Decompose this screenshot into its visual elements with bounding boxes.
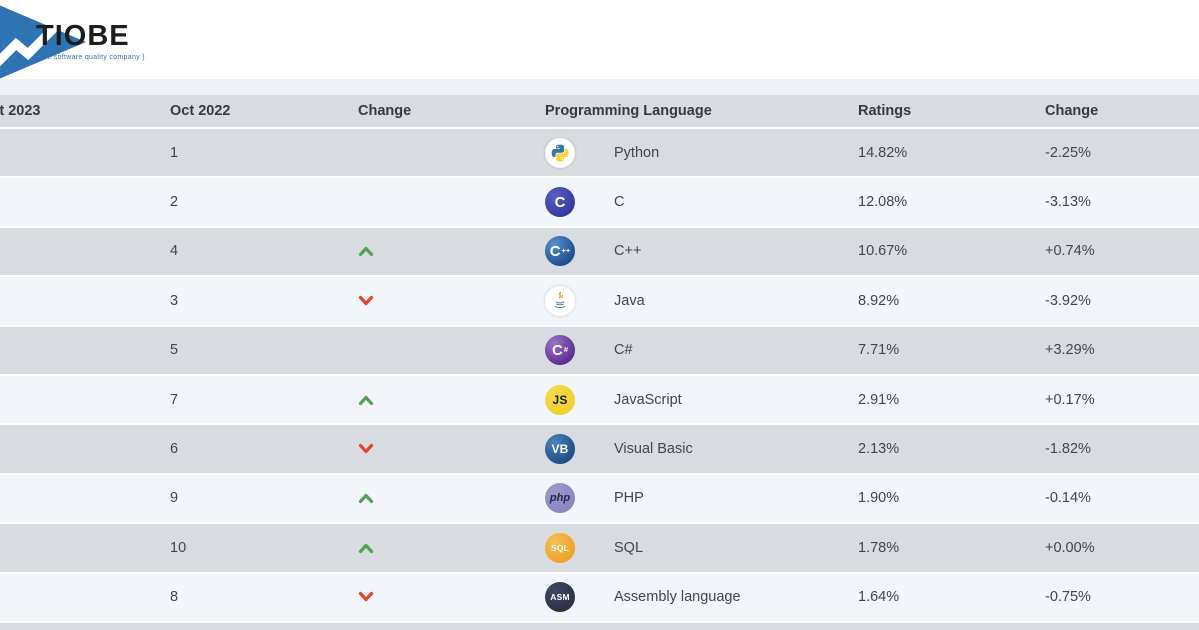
language-name: C [614, 194, 625, 211]
language-icon-cell: php [545, 483, 614, 514]
rating-value: 1.64% [858, 589, 900, 606]
oct2022-rank: 2 [170, 194, 179, 211]
change-value: -2.25% [1045, 144, 1091, 161]
asm-icon: ASM [545, 582, 575, 613]
python-icon [545, 137, 575, 168]
rating-value: 12.08% [858, 194, 908, 211]
change-value: +0.74% [1045, 243, 1095, 260]
trend-up-icon [358, 542, 545, 554]
table-row: 3 Java 8.92% -3.92% [0, 277, 1199, 327]
rating-value: 2.13% [858, 441, 900, 458]
oct2022-rank: 1 [170, 144, 179, 161]
table-row: 2 C C 12.08% -3.13% [0, 178, 1199, 228]
rating-value: 10.67% [858, 243, 908, 260]
language-icon-cell: JS [545, 384, 614, 415]
rating-value: 7.71% [858, 342, 900, 359]
language-name: JavaScript [614, 391, 682, 408]
rating-value: 1.78% [858, 539, 900, 556]
js-icon: JS [545, 384, 575, 415]
table-header-row: Oct 2023 Oct 2022 Change Programming Lan… [0, 95, 1199, 129]
table-row: 1 Python 14.82% -2.25% [0, 129, 1199, 179]
language-icon-cell: VB [545, 434, 614, 465]
rating-value: 2.91% [858, 391, 900, 408]
oct2022-rank: 6 [170, 441, 179, 458]
site-header: TIOBE { the software quality company } [0, 0, 1199, 79]
page-body: Oct 2023 Oct 2022 Change Programming Lan… [0, 79, 1199, 630]
change-value: -3.13% [1045, 194, 1091, 211]
rating-value: 14.82% [858, 144, 908, 161]
change-value: -0.14% [1045, 490, 1091, 507]
change-value: +0.00% [1045, 539, 1095, 556]
language-icon-cell [545, 137, 614, 168]
table-row: 8 ASM Assembly language 1.64% -0.75% [0, 573, 1199, 623]
column-header-change: Change [358, 103, 412, 119]
table-row: 6 VB Visual Basic 2.13% -1.82% [0, 425, 1199, 475]
oct2022-rank: 3 [170, 292, 179, 309]
language-name: Java [614, 292, 645, 309]
language-icon-cell: ASM [545, 582, 614, 613]
c-icon: C [545, 187, 575, 218]
java-icon [545, 285, 575, 316]
language-name: C# [614, 342, 633, 359]
language-icon-cell: C [545, 187, 614, 218]
oct2022-rank: 5 [170, 342, 179, 359]
oct2022-rank: 7 [170, 391, 179, 408]
table-row: 10 SQL SQL 1.78% +0.00% [0, 524, 1199, 574]
language-name: Assembly language [614, 589, 741, 606]
php-icon: php [545, 483, 575, 514]
language-name: PHP [614, 490, 644, 507]
language-icon-cell: C # [545, 335, 614, 366]
table-row-partial [0, 622, 1199, 630]
change-value: -0.75% [1045, 589, 1091, 606]
language-name: Visual Basic [614, 441, 693, 458]
rating-value: 1.90% [858, 490, 900, 507]
tiobe-diamond-icon [0, 5, 86, 79]
table-row: 9 php PHP 1.90% -0.14% [0, 474, 1199, 525]
language-name: SQL [614, 539, 644, 556]
table-row: 7 JS JavaScript 2.91% +0.17% [0, 375, 1199, 426]
oct2022-rank: 4 [170, 243, 179, 260]
table-row: 5 C # C# 7.71% +3.29% [0, 326, 1199, 376]
column-header-oct-2023: Oct 2023 [0, 103, 41, 119]
cpp-icon: C ++ [545, 236, 575, 267]
language-icon-cell: SQL [545, 532, 614, 563]
tiobe-logo[interactable]: TIOBE { the software quality company } [0, 0, 230, 79]
logo-title: TIOBE [36, 20, 130, 52]
sql-icon: SQL [545, 532, 575, 563]
column-header-change-pct: Change [1045, 103, 1099, 119]
oct2022-rank: 9 [170, 490, 179, 507]
change-value: -3.92% [1045, 292, 1091, 309]
trend-down-icon [358, 295, 545, 307]
oct2022-rank: 10 [170, 539, 187, 556]
column-header-oct-2022: Oct 2022 [170, 103, 231, 119]
trend-up-icon [358, 245, 545, 257]
rating-value: 8.92% [858, 292, 900, 309]
oct2022-rank: 8 [170, 589, 179, 606]
trend-up-icon [358, 394, 545, 406]
language-icon-cell: C ++ [545, 236, 614, 267]
table-row: 4 C ++ C++ 10.67% +0.74% [0, 227, 1199, 278]
trend-down-icon [358, 591, 545, 603]
csharp-icon: C # [545, 335, 575, 366]
table-body: 1 Python 14.82% -2.25% 2 C C 12.08% -3.13% 4 C ++ C+… [0, 129, 1199, 630]
logo-tagline: { the software quality company } [36, 54, 145, 61]
language-name: C++ [614, 243, 642, 260]
column-header-programming-language: Programming Language [545, 103, 712, 119]
change-value: +3.29% [1045, 342, 1095, 359]
trend-up-icon [358, 492, 545, 504]
trend-down-icon [358, 443, 545, 455]
change-value: +0.17% [1045, 391, 1095, 408]
change-value: -1.82% [1045, 441, 1091, 458]
language-icon-cell [545, 285, 614, 316]
vb-icon: VB [545, 434, 575, 465]
column-header-ratings: Ratings [858, 103, 912, 119]
language-name: Python [614, 144, 660, 161]
